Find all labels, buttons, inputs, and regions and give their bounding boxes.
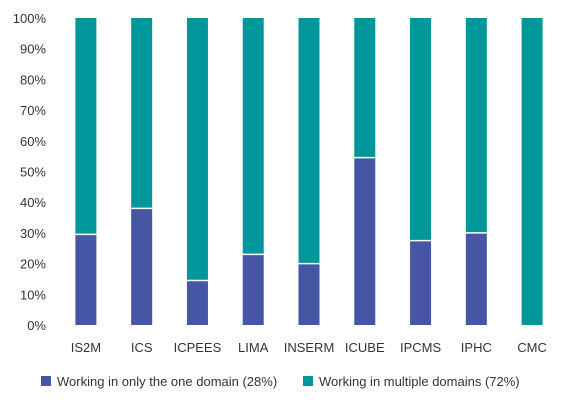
y-axis-ticks: 0% 10% 20% 30% 40% 50% 60% 70% 80% 90% 100% xyxy=(13,11,47,333)
x-tick-label: INSERM xyxy=(284,340,335,355)
x-tick-label: ICPEES xyxy=(174,340,222,355)
bar-inserm-series-0 xyxy=(298,263,320,325)
bar-inserm-series-1 xyxy=(298,18,320,264)
bar-iphc-series-1 xyxy=(465,18,487,233)
y-tick-label: 60% xyxy=(20,134,46,149)
x-tick-label: CMC xyxy=(517,340,547,355)
y-tick-label: 10% xyxy=(20,287,46,302)
x-tick-label: LIMA xyxy=(238,340,269,355)
x-tick-label: ICUBE xyxy=(345,340,385,355)
y-tick-label: 90% xyxy=(20,42,46,57)
y-tick-label: 0% xyxy=(27,318,46,333)
x-tick-label: IS2M xyxy=(71,340,101,355)
bar-lima-series-1 xyxy=(242,18,264,255)
x-axis-ticks: IS2M ICS ICPEES LIMA INSERM ICUBE IPCMS IPHC CMC xyxy=(71,340,547,355)
legend-label-one-domain: Working in only the one domain (28%) xyxy=(57,374,277,389)
bar-is2m-series-0 xyxy=(75,234,97,325)
x-tick-label: IPHC xyxy=(461,340,492,355)
bar-ipcms-series-1 xyxy=(410,18,432,241)
bar-ipcms-series-0 xyxy=(410,240,432,325)
bar-ics-series-1 xyxy=(131,18,153,209)
y-tick-label: 40% xyxy=(20,195,46,210)
bar-icpees-series-1 xyxy=(186,18,208,281)
y-tick-label: 20% xyxy=(20,257,46,272)
y-tick-label: 30% xyxy=(20,226,46,241)
y-tick-label: 80% xyxy=(20,72,46,87)
bar-icube-series-0 xyxy=(354,157,376,325)
legend: Working in only the one domain (28%) Wor… xyxy=(41,374,520,389)
y-tick-label: 100% xyxy=(13,11,47,26)
bar-icube-series-1 xyxy=(354,18,376,158)
legend-swatch-multiple-domains xyxy=(303,376,313,386)
bar-is2m-series-1 xyxy=(75,18,97,235)
x-tick-label: ICS xyxy=(131,340,153,355)
bars xyxy=(75,18,543,325)
bar-lima-series-0 xyxy=(242,254,264,325)
bar-icpees-series-0 xyxy=(186,280,208,325)
x-tick-label: IPCMS xyxy=(400,340,442,355)
bar-iphc-series-0 xyxy=(465,232,487,325)
y-tick-label: 50% xyxy=(20,165,46,180)
bar-cmc-series-1 xyxy=(521,18,543,325)
y-tick-label: 70% xyxy=(20,103,46,118)
legend-swatch-one-domain xyxy=(41,376,51,386)
bar-ics-series-0 xyxy=(131,208,153,325)
legend-label-multiple-domains: Working in multiple domains (72%) xyxy=(319,374,520,389)
